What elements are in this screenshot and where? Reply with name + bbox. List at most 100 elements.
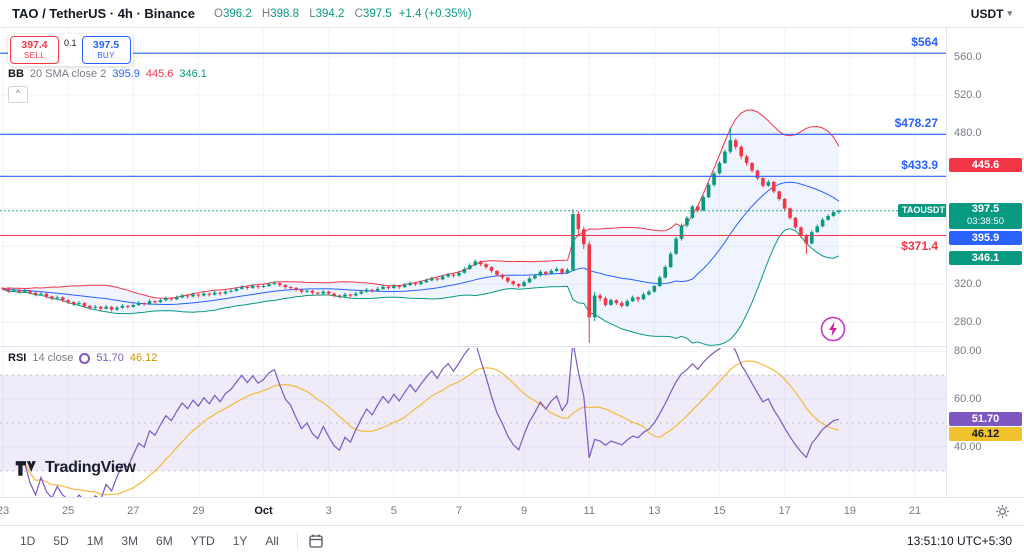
- clock-timezone-button[interactable]: 13:51:10 UTC+5:30: [906, 533, 1012, 548]
- range-button-1y[interactable]: 1Y: [232, 533, 248, 548]
- candlestick-series[interactable]: [1, 127, 841, 343]
- candle-body: [527, 278, 532, 283]
- symbol-title[interactable]: TAO / TetherUS · 4h · Binance: [12, 6, 195, 21]
- candle-body: [587, 244, 592, 318]
- bottom-toolbar: 1D 5D 1M 3M 6M YTD 1Y All 13:51:10 UTC+5:30: [0, 525, 1024, 555]
- range-button-5d[interactable]: 5D: [53, 533, 69, 548]
- candle-body: [424, 280, 429, 283]
- candle-body: [576, 214, 581, 230]
- close-label: C: [354, 7, 363, 20]
- price-level-label[interactable]: $371.4: [901, 239, 938, 254]
- buy-label: BUY: [97, 51, 115, 60]
- go-to-date-icon[interactable]: [308, 533, 324, 549]
- candle-body: [446, 274, 450, 277]
- candle-body: [354, 293, 358, 296]
- range-button-6m[interactable]: 6M: [156, 533, 173, 548]
- candle-body: [28, 290, 32, 293]
- price-tick: 280.0: [954, 316, 982, 328]
- candle-body: [560, 269, 564, 273]
- candle-body: [402, 285, 407, 287]
- price-level-label[interactable]: $478.27: [894, 116, 938, 131]
- candle-body: [348, 294, 353, 296]
- sell-price: 397.4: [21, 39, 48, 51]
- date-axis-label: 29: [192, 505, 205, 517]
- range-button-ytd[interactable]: YTD: [190, 533, 215, 548]
- rsi-series[interactable]: [24, 341, 840, 497]
- time-axis-labels: 23 25 27 29 Oct 3 5 7 9 11 13 15 17 19 21: [0, 498, 946, 526]
- pane-collapse-button[interactable]: ^: [8, 86, 28, 103]
- date-axis-label: 5: [390, 505, 397, 517]
- tradingview-watermark: TradingView: [14, 456, 136, 480]
- sell-button[interactable]: 397.4 SELL: [10, 36, 59, 64]
- date-axis-label: 9: [521, 505, 528, 517]
- toolbar-divider: [296, 532, 298, 549]
- price-levels[interactable]: [0, 52, 946, 237]
- bollinger-bands[interactable]: [2, 109, 840, 346]
- candle-body: [733, 140, 738, 147]
- candle-body: [647, 291, 651, 295]
- candle-body: [782, 199, 787, 209]
- trade-widget: 397.4 SELL 0.1 397.5 BUY: [8, 34, 133, 66]
- range-button-all[interactable]: All: [265, 533, 279, 548]
- chart-canvas[interactable]: [0, 28, 946, 497]
- candle-body: [478, 261, 483, 265]
- candle-body: [6, 288, 11, 291]
- candle-body: [375, 288, 380, 291]
- candle-body: [609, 300, 613, 305]
- candle-body: [511, 281, 516, 285]
- candle-body: [82, 303, 87, 306]
- rsi-axis-badge: 51.70: [949, 412, 1022, 426]
- price-tick: 560.0: [954, 51, 982, 63]
- candle-body: [60, 297, 65, 301]
- candle-body: [750, 163, 754, 171]
- range-button-1d[interactable]: 1D: [20, 533, 36, 548]
- bb-lower-value: 346.1: [179, 68, 207, 80]
- grid: [0, 28, 946, 497]
- close-value: 397.5: [362, 7, 392, 20]
- candle-body: [104, 306, 108, 309]
- candle-body: [766, 181, 771, 186]
- rsi-name: RSI: [8, 352, 27, 364]
- price-level-label[interactable]: $564: [911, 35, 938, 50]
- candle-body: [386, 287, 391, 288]
- time-axis[interactable]: 23 25 27 29 Oct 3 5 7 9 11 13 15 17 19 21: [0, 497, 1024, 525]
- candle-body: [440, 276, 445, 280]
- candle-body: [158, 300, 163, 303]
- candle-body: [679, 225, 684, 239]
- candle-body: [261, 286, 266, 287]
- range-button-3m[interactable]: 3M: [121, 533, 139, 548]
- price-axis[interactable]: 560.0 520.0 480.0 320.0 280.0 445.6 397.…: [946, 28, 1024, 497]
- candle-body: [652, 286, 657, 292]
- currency-dropdown[interactable]: USDT ▾: [971, 7, 1012, 21]
- candle-body: [332, 293, 336, 296]
- candle-body: [744, 156, 749, 163]
- candle-body: [294, 287, 298, 290]
- candle-body: [641, 294, 646, 300]
- rsi-params: 14 close: [32, 352, 74, 364]
- price-change: +1.4 (+0.35%): [398, 7, 472, 20]
- candle-body: [33, 292, 38, 295]
- candle-body: [761, 178, 765, 186]
- price-level-label[interactable]: $433.9: [901, 158, 938, 173]
- candle-body: [283, 285, 288, 287]
- buy-button[interactable]: 397.5 BUY: [81, 36, 131, 64]
- candle-body: [240, 287, 244, 289]
- bb-basis-value: 395.9: [112, 68, 140, 80]
- candle-body: [305, 290, 309, 292]
- candle-body: [690, 206, 695, 218]
- price-tick: 320.0: [954, 278, 982, 290]
- bb-indicator-legend[interactable]: BB 20 SMA close 2 395.9 445.6 346.1: [8, 68, 207, 80]
- ohlc-values: O396.2 H398.8 L394.2 C397.5: [207, 8, 392, 20]
- rsi-indicator-legend[interactable]: RSI 14 close 51.70 46.12: [8, 352, 157, 364]
- candle-body: [250, 286, 255, 288]
- candle-body: [777, 191, 782, 199]
- chart-area[interactable]: 397.4 SELL 0.1 397.5 BUY BB 20 SMA close…: [0, 28, 946, 497]
- lightning-icon[interactable]: [820, 316, 846, 342]
- range-button-1m[interactable]: 1M: [86, 533, 104, 548]
- time-axis-settings-gear-icon[interactable]: [995, 504, 1010, 524]
- date-axis-label: 3: [325, 505, 332, 517]
- candle-body: [12, 289, 16, 291]
- date-axis-label: 13: [648, 505, 661, 517]
- candle-body: [174, 297, 179, 300]
- rsi-value: 51.70: [96, 352, 124, 364]
